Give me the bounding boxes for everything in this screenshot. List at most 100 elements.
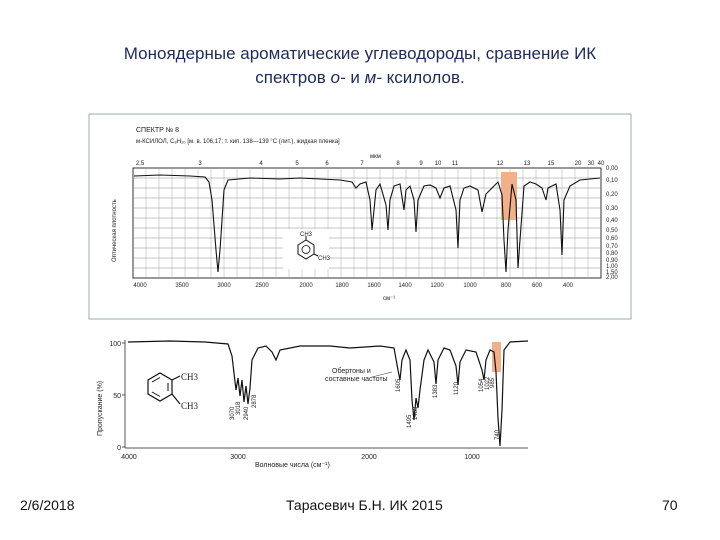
o-bond-bottom — [171, 393, 181, 405]
spectrum-o-x-label: Волновые числа (см⁻¹) — [255, 462, 330, 469]
m-bottom-tick: 400 — [563, 283, 574, 289]
o-bond-top — [171, 375, 181, 381]
m-bottom-tick: 4000 — [133, 283, 147, 289]
m-top-tick: 6 — [325, 161, 329, 167]
m-ch3-top: CH3 — [300, 232, 313, 238]
m-right-tick: 0,50 — [606, 228, 618, 234]
m-right-tick: 0,30 — [606, 206, 618, 212]
m-bottom-tick: 1800 — [335, 283, 349, 289]
o-ch3-top: CH3 — [181, 372, 199, 382]
title-and: и — [345, 68, 365, 87]
m-top-tick: 3 — [198, 161, 202, 167]
overtone-pointer — [371, 371, 393, 378]
m-top-tick: 11 — [452, 161, 459, 167]
m-right-tick: 1,00 — [606, 264, 618, 270]
o-double-bond-3 — [151, 391, 161, 397]
m-bottom-tick: 1000 — [463, 283, 477, 289]
m-top-tick: 7 — [360, 161, 364, 167]
title-part-spectra: спектров — [255, 68, 331, 87]
m-top-tick: 9 — [419, 161, 423, 167]
o-peak-label: 2878 — [252, 394, 258, 408]
o-y-tick: 100 — [109, 341, 121, 348]
footer-page-number: 70 — [662, 497, 678, 513]
spectrum-m-top-ticks: 2,5 3 4 5 6 7 8 9 10 11 12 13 15 20 30 40 — [136, 161, 605, 167]
m-bottom-tick: 1400 — [398, 283, 412, 289]
o-peak-label: 3018 — [236, 401, 242, 415]
o-peak-label: 740 — [495, 429, 501, 440]
o-x-tick: 1000 — [464, 454, 480, 461]
m-top-tick: 8 — [396, 161, 400, 167]
spectrum-m-trace — [133, 174, 601, 273]
o-peak-label: 1120 — [454, 381, 460, 395]
m-right-tick: 0,90 — [606, 258, 618, 264]
m-top-tick: 4 — [259, 161, 263, 167]
m-top-tick: 2,5 — [136, 161, 145, 167]
m-top-tick: 13 — [524, 161, 531, 167]
m-bottom-tick: 2500 — [255, 283, 269, 289]
spectrum-m-bottom-ticks: 4000 3500 3000 2500 2000 1800 1600 1400 1200 1000… — [133, 283, 573, 289]
spectrum-m-header-2: м-КСИЛОЛ, C₈H₁₀ [м. в. 106,17; т. кип. 1… — [136, 139, 340, 145]
slide-title: Моноядерные ароматические углеводороды, … — [40, 42, 680, 90]
o-x-tick: 4000 — [121, 454, 137, 461]
title-xylenes: ксилолов. — [381, 68, 465, 87]
o-peak-label: 1383 — [433, 384, 439, 398]
m-right-tick: 0,10 — [606, 178, 618, 184]
m-structure-bg — [283, 229, 329, 269]
o-double-bond-1 — [151, 377, 161, 383]
o-xylene-structure: CH3 CH3 — [147, 372, 199, 411]
m-right-tick: 1,50 — [606, 270, 618, 276]
title-line-2: спектров о- и м- ксилолов. — [40, 66, 680, 90]
overtone-label-1: Обертоны и — [332, 367, 371, 375]
title-line-1: Моноядерные ароматические углеводороды, … — [123, 44, 597, 63]
m-right-tick: 2,00 — [606, 275, 618, 281]
o-peak-label: 1495 — [407, 414, 413, 428]
spectrum-o-highlight — [492, 342, 501, 372]
m-right-tick: 0,70 — [606, 244, 618, 250]
spectrum-m-right-ticks: 0,00 0,10 0,20 0,30 0,40 0,50 0,60 0,700,800,90… — [606, 166, 618, 281]
spectrum-m-highlight — [501, 172, 517, 220]
o-ch3-bottom: CH3 — [181, 401, 199, 411]
m-bottom-tick: 600 — [532, 283, 543, 289]
spectrum-o-x-ticks: 4000 3000 2000 1000 — [121, 454, 480, 461]
m-ch3-side: CH3 — [318, 256, 331, 262]
m-right-tick: 0,60 — [606, 236, 618, 242]
spectrum-m-xylene: СПЕКТР № 8 м-КСИЛОЛ, C₈H₁₀ [м. в. 106,17… — [88, 113, 632, 320]
spectrum-m-bottom-unit: см⁻¹ — [383, 296, 395, 302]
m-top-tick: 10 — [435, 161, 442, 167]
o-peak-label: 1605 — [396, 378, 402, 392]
m-xylene-structure: CH3 CH3 — [283, 229, 331, 269]
spectrum-m-left-label: Оптическая плотность — [112, 199, 118, 262]
o-peak-label: 2940 — [244, 406, 250, 420]
m-bottom-tick: 2000 — [299, 283, 313, 289]
title-meta: м- — [364, 68, 382, 87]
o-y-tick: 0 — [117, 445, 121, 452]
m-top-tick: 30 — [588, 161, 595, 167]
m-bottom-tick: 3000 — [217, 283, 231, 289]
o-peak-label: 1054 — [479, 378, 485, 392]
m-right-tick: 0,80 — [606, 251, 618, 257]
m-right-tick: 0,20 — [606, 192, 618, 198]
m-bottom-tick: 1600 — [367, 283, 381, 289]
title-ortho: о- — [330, 68, 346, 87]
spectrum-m-top-unit: мкм — [370, 154, 381, 160]
m-bottom-tick: 800 — [501, 283, 512, 289]
spectrum-m-frame — [88, 113, 632, 320]
spectrum-o-trace — [127, 340, 529, 447]
footer-date: 2/6/2018 — [20, 497, 75, 513]
m-right-tick: 0,00 — [606, 166, 618, 172]
m-right-tick: 0,40 — [606, 218, 618, 224]
m-bottom-tick: 3500 — [175, 283, 189, 289]
o-peak-label: 1022 — [485, 376, 491, 390]
m-aromatic-circle — [301, 245, 311, 254]
m-top-tick: 5 — [295, 161, 299, 167]
m-top-tick: 20 — [575, 161, 582, 167]
o-y-tick: 50 — [113, 393, 121, 400]
o-peak-label: 985 — [490, 377, 496, 388]
o-x-tick: 3000 — [230, 454, 246, 461]
overtone-label-2: составные частоты — [325, 376, 388, 383]
o-peak-label: 1468 — [413, 406, 419, 420]
footer-author: Тарасевич Б.Н. ИК 2015 — [286, 497, 443, 513]
